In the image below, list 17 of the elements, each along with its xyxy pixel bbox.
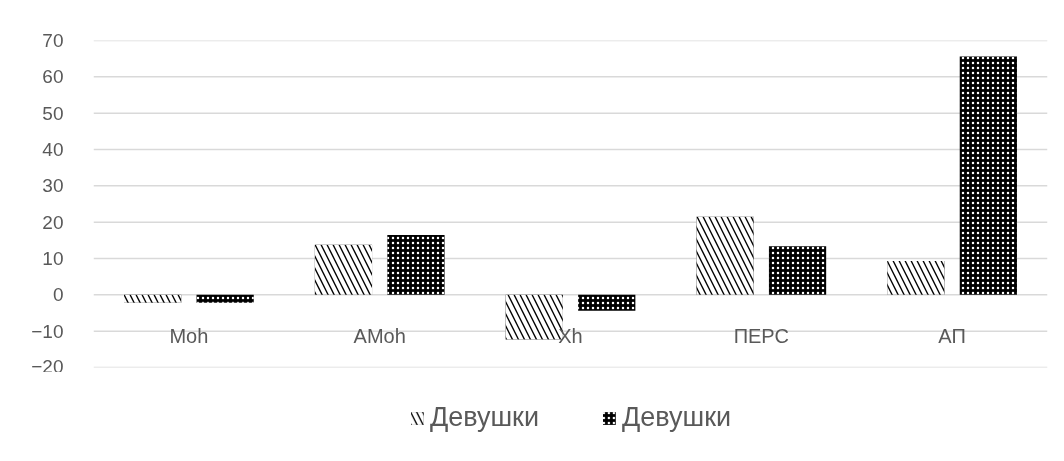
y-tick-label: 70: [42, 30, 64, 51]
y-tick-label: 0: [52, 284, 64, 306]
y-tick-label: 40: [42, 139, 64, 160]
legend-label: Девушки: [429, 402, 539, 433]
y-tick-label: 10: [42, 248, 64, 269]
y-tick-label: 50: [42, 102, 64, 124]
x-tick-label: Xh: [558, 324, 583, 347]
y-tick-label: 20: [42, 211, 64, 233]
x-tick-label: ПЕРС: [733, 324, 789, 347]
x-tick-label: AMoh: [353, 324, 406, 347]
y-tick-label: −10: [31, 320, 64, 342]
legend-label: Девушки: [622, 402, 732, 433]
y-tick-label: 30: [42, 175, 64, 197]
y-tick-label: 60: [42, 66, 64, 88]
y-tick-label: −20: [31, 355, 64, 377]
x-tick-label: Moh: [169, 324, 209, 347]
x-tick-label: АП: [938, 324, 966, 347]
